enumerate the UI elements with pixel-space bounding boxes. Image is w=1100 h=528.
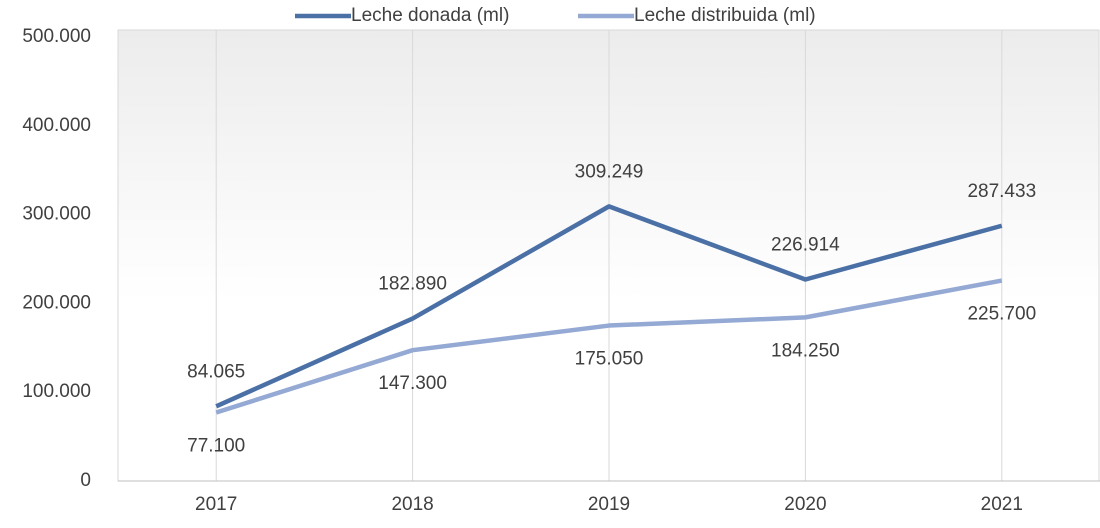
legend-label: Leche donada (ml) [351, 5, 509, 26]
data-label: 147.300 [378, 373, 447, 394]
y-tick-label: 400.000 [22, 115, 91, 136]
x-tick-label: 2018 [391, 494, 433, 515]
y-tick-label: 0 [80, 470, 91, 491]
data-label: 225.700 [967, 304, 1036, 325]
x-tick-label: 2017 [195, 494, 237, 515]
y-tick-label: 200.000 [22, 292, 91, 313]
x-tick-label: 2021 [981, 494, 1023, 515]
legend-label: Leche distribuida (ml) [634, 5, 816, 26]
data-label: 184.250 [771, 340, 840, 361]
y-tick-label: 500.000 [22, 26, 91, 47]
x-tick-label: 2020 [784, 494, 826, 515]
data-label: 226.914 [771, 235, 840, 256]
data-label: 77.100 [187, 436, 245, 457]
data-label: 175.050 [575, 349, 644, 370]
y-tick-label: 300.000 [22, 204, 91, 225]
data-label: 309.249 [575, 161, 644, 182]
data-label: 182.890 [378, 274, 447, 295]
data-label: 287.433 [967, 181, 1036, 202]
series-line [215, 278, 1003, 415]
series-line [215, 204, 1003, 409]
y-tick-label: 100.000 [22, 381, 91, 402]
data-label: 84.065 [187, 361, 245, 382]
x-tick-label: 2019 [588, 494, 630, 515]
